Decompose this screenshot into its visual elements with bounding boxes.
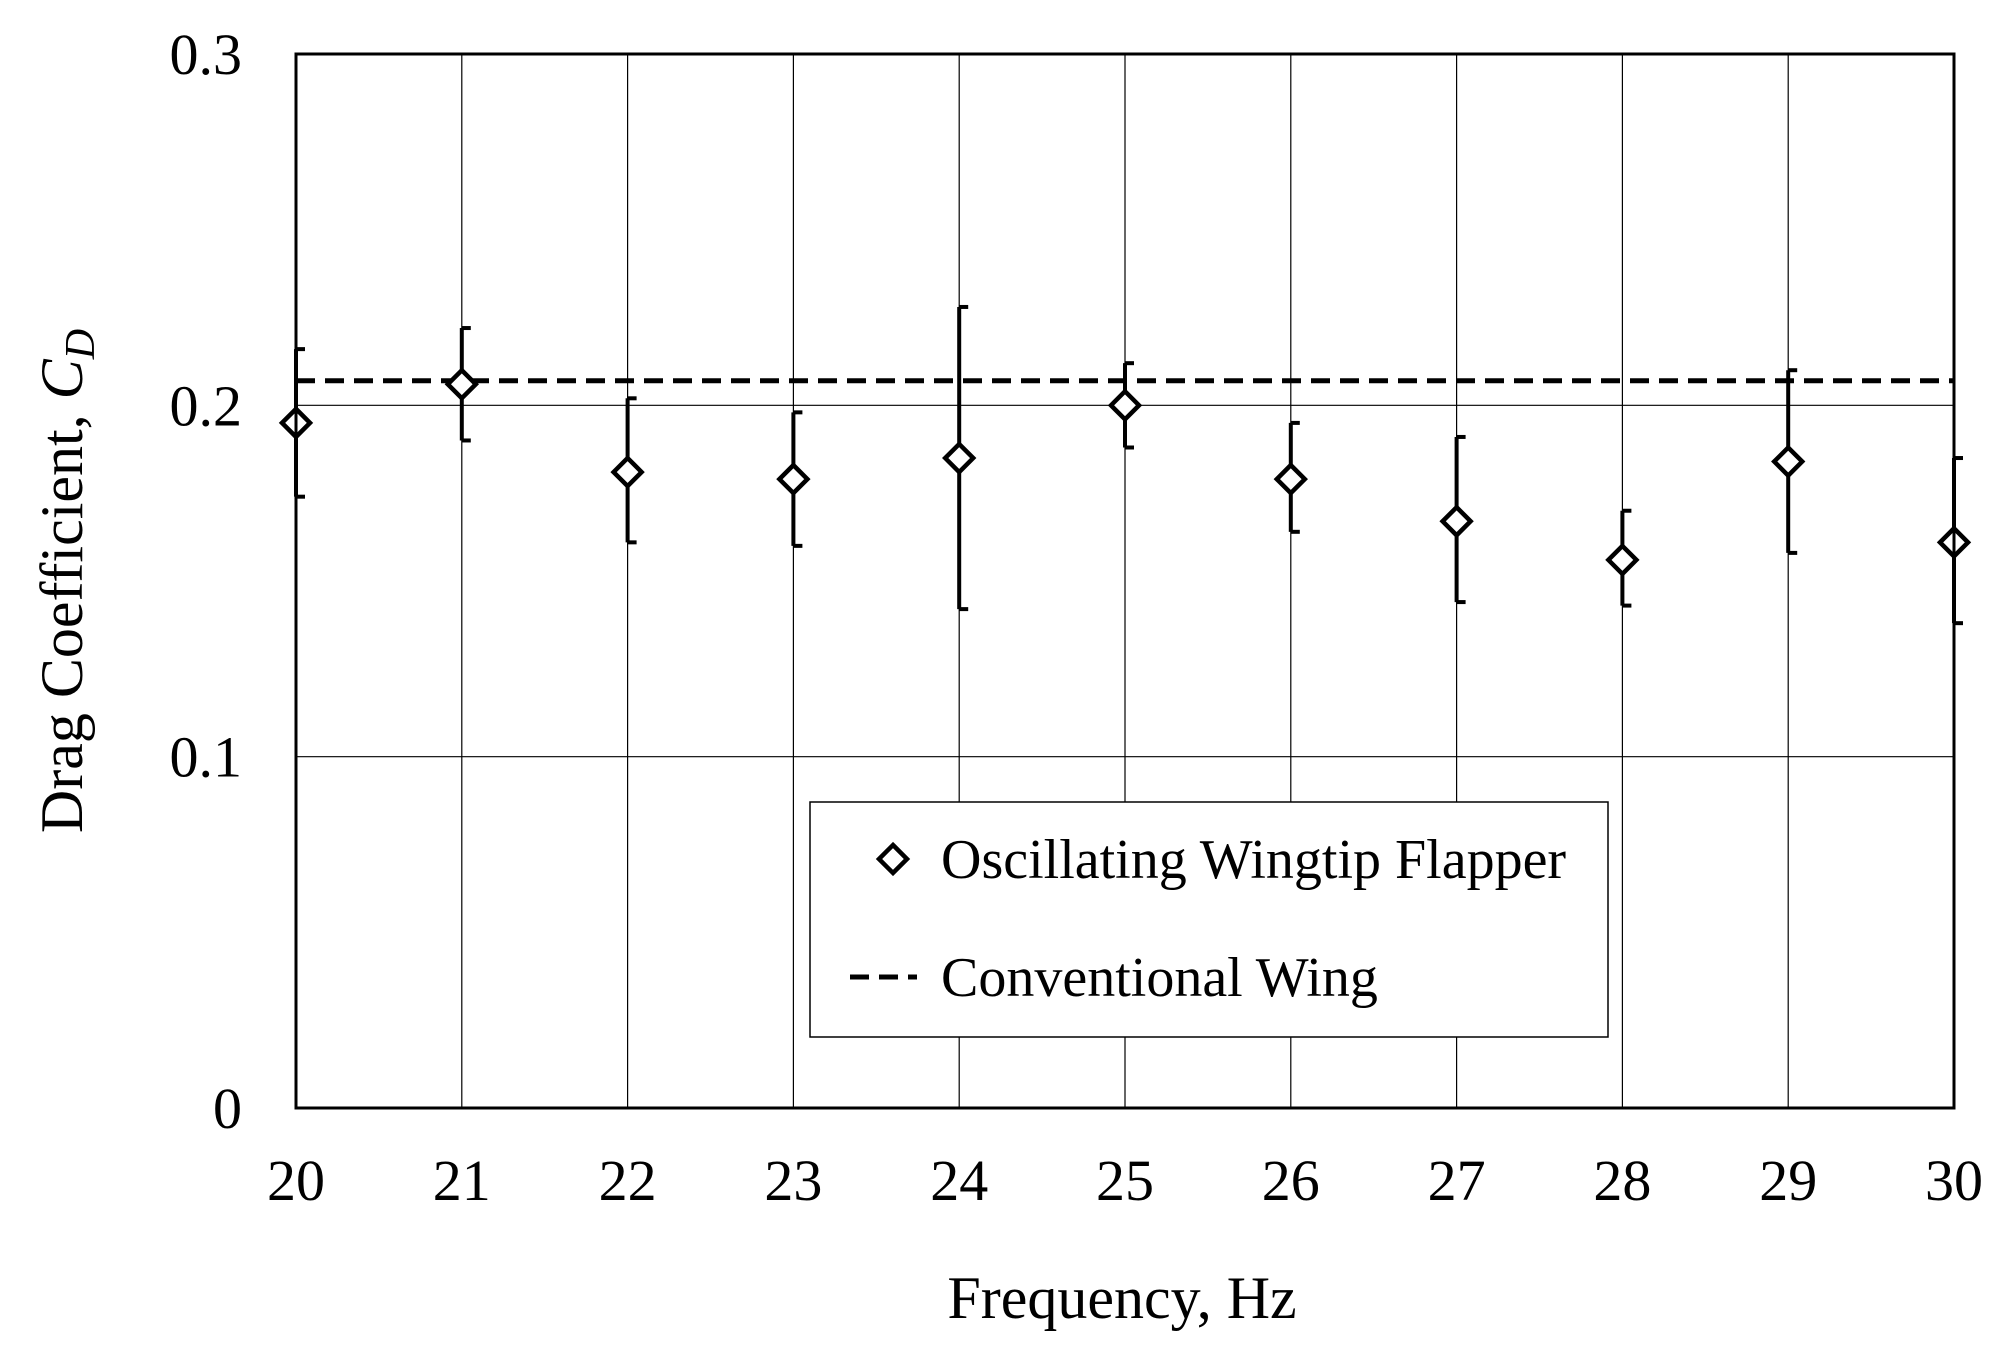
x-tick-label: 21 (433, 1148, 491, 1213)
x-tick-label: 28 (1593, 1148, 1651, 1213)
legend-label-conventional: Conventional Wing (941, 947, 1378, 1009)
x-axis-title: Frequency, Hz (947, 1265, 1296, 1331)
data-point-diamond (776, 461, 811, 497)
data-point-diamond (1273, 461, 1308, 497)
legend-diamond-marker (875, 841, 911, 877)
x-tick-label: 26 (1262, 1148, 1320, 1213)
data-point-diamond (1771, 444, 1806, 479)
x-tick-labels: 20 21 22 23 24 25 26 27 28 29 30 (267, 1148, 1983, 1213)
y-tick-labels: 0 0.1 0.2 0.3 (170, 22, 243, 1141)
x-tick-label: 25 (1096, 1148, 1154, 1213)
y-tick-label: 0.3 (170, 22, 243, 87)
data-point-diamond (1605, 542, 1640, 578)
x-tick-label: 23 (764, 1148, 822, 1213)
data-point-diamond (610, 454, 645, 490)
error-bars (294, 304, 1963, 626)
y-axis-title: Drag Coefficient, CD (29, 329, 104, 833)
y-tick-label: 0.1 (170, 725, 243, 790)
y-tick-label: 0.2 (170, 373, 243, 438)
x-tick-label: 22 (599, 1148, 657, 1213)
legend: Oscillating Wingtip Flapper Conventional… (809, 801, 1609, 1038)
y-axis-title-subscript: D (58, 329, 104, 360)
legend-label-flapper: Oscillating Wingtip Flapper (941, 829, 1566, 891)
data-point-diamond (444, 367, 479, 402)
x-tick-label: 27 (1428, 1148, 1486, 1213)
plot-frame (294, 52, 1956, 1110)
x-tick-label: 30 (1925, 1148, 1983, 1213)
x-tick-label: 29 (1759, 1148, 1817, 1213)
x-tick-label: 24 (930, 1148, 988, 1213)
data-point-diamond (1107, 388, 1143, 423)
data-point-diamond (942, 440, 977, 476)
y-axis-title-symbol: C (29, 358, 95, 399)
y-tick-label: 0 (213, 1076, 242, 1141)
data-markers (278, 367, 1972, 578)
data-point-diamond (1439, 504, 1474, 539)
x-tick-label: 20 (267, 1148, 325, 1213)
legend-box (809, 801, 1609, 1038)
y-axis-title-prefix: Drag Coefficient, (29, 399, 95, 833)
